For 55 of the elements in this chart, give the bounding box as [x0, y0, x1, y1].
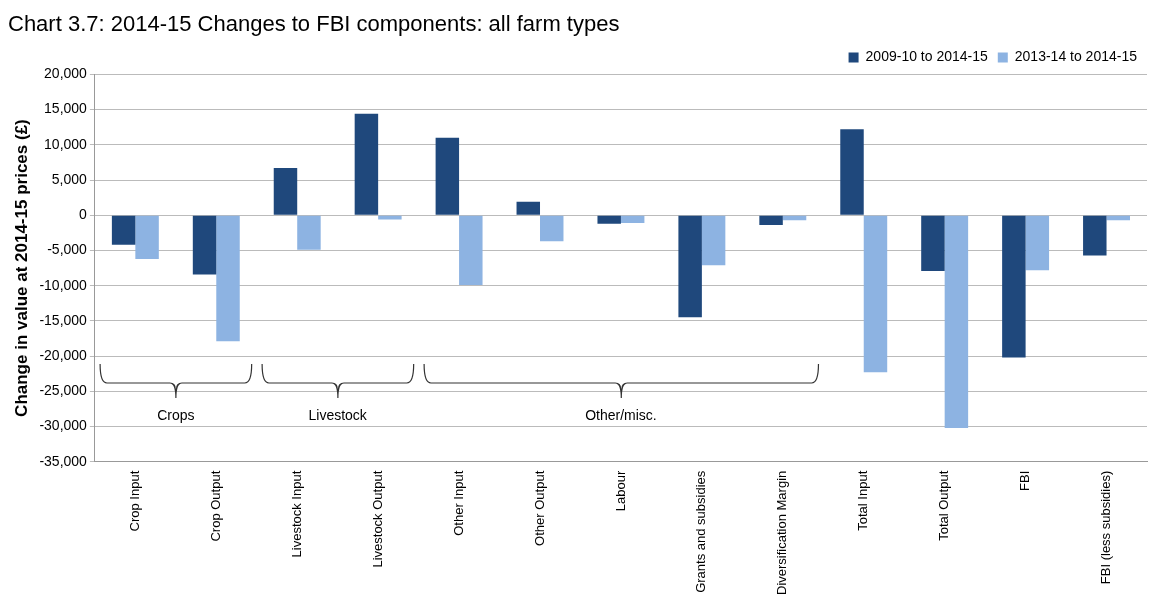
bar	[597, 215, 621, 224]
x-tick-label: Livestock Output	[369, 470, 385, 568]
bar	[944, 215, 969, 428]
bar	[111, 215, 136, 245]
bar	[459, 215, 483, 285]
y-tick-label: -10,000	[39, 276, 88, 293]
x-tick-label: Other Output	[531, 470, 547, 546]
bar	[620, 215, 645, 223]
y-tick-label: 15,000	[44, 100, 88, 117]
y-tick-label: -25,000	[39, 382, 88, 399]
y-tick-label: 20,000	[44, 65, 88, 82]
x-tick-label: FBI	[1017, 470, 1033, 491]
bar	[273, 168, 298, 215]
x-tick-label: Other Input	[450, 470, 466, 536]
y-tick-label: 5,000	[51, 170, 88, 187]
x-tick-label: Crop Input	[126, 470, 142, 532]
chart-title: Chart 3.7: 2014-15 Changes to FBI components: all farm types	[8, 11, 620, 37]
bar	[516, 201, 541, 215]
bar	[840, 129, 864, 215]
y-tick-label: -35,000	[39, 452, 88, 469]
x-tick-label: Total Output	[936, 470, 952, 541]
annotation: Other/misc.	[584, 407, 658, 424]
annotation: Livestock	[307, 407, 368, 424]
bar	[863, 215, 888, 373]
legend-label: 2009-10 to 2014-15	[865, 48, 988, 65]
bar	[192, 215, 217, 275]
bar	[701, 215, 726, 266]
bar	[759, 215, 783, 226]
annotation: Crops	[156, 407, 196, 424]
x-tick-label: Total Input	[855, 470, 871, 531]
bar	[1025, 215, 1050, 271]
bar	[540, 215, 564, 242]
bar	[135, 215, 159, 259]
bar	[678, 215, 702, 318]
bar	[297, 215, 321, 250]
x-tick-label: Diversification Margin	[774, 470, 790, 595]
bar	[435, 137, 460, 215]
x-tick-label: Grants and subsidies	[693, 470, 709, 593]
bar	[216, 215, 240, 342]
y-axis-title: Change in value at 2014-15 prices (£)	[11, 119, 31, 417]
bar	[1083, 215, 1107, 256]
legend-label: 2013-14 to 2014-15	[1014, 48, 1138, 65]
x-tick-label: Labour	[612, 470, 628, 512]
x-tick-label: Livestock Input	[288, 470, 304, 558]
y-tick-label: -20,000	[39, 346, 88, 363]
x-tick-label: Crop Output	[207, 470, 223, 542]
y-tick-label: -5,000	[47, 241, 88, 258]
bar	[354, 113, 379, 215]
y-tick-label: -15,000	[39, 311, 88, 328]
bar	[921, 215, 945, 271]
y-tick-label: -30,000	[39, 417, 88, 434]
y-tick-label: 10,000	[44, 135, 88, 152]
bar	[1002, 215, 1026, 358]
x-tick-label: FBI (less subsidies)	[1098, 470, 1114, 585]
y-tick-label: 0	[79, 206, 88, 223]
